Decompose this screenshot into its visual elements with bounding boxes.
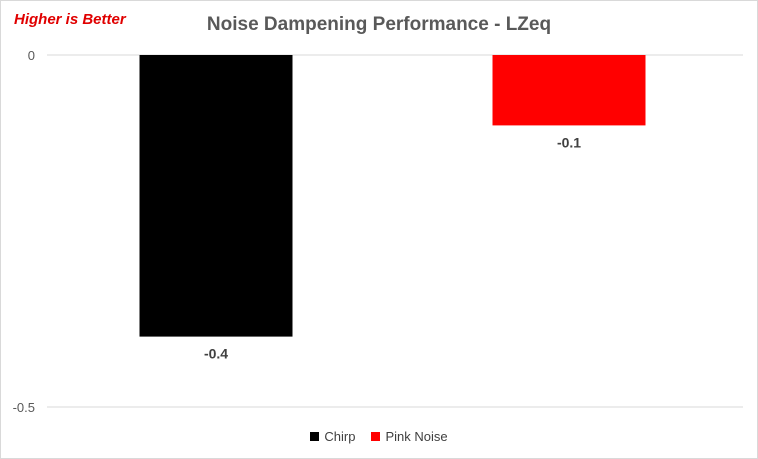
bar-pink-noise — [492, 55, 646, 126]
legend-item: Pink Noise — [371, 429, 448, 444]
y-tick-label: 0 — [28, 48, 35, 63]
y-tick-label: -0.5 — [13, 400, 35, 415]
data-label: -0.4 — [204, 346, 228, 362]
chart-title: Noise Dampening Performance - LZeq — [206, 14, 552, 35]
chart-legend: Chirp Pink Noise — [1, 429, 757, 444]
higher-is-better-note: Higher is Better — [14, 11, 126, 28]
legend-item: Chirp — [310, 429, 355, 444]
legend-swatch — [371, 432, 381, 441]
legend-swatch — [310, 432, 320, 441]
legend-label: Pink Noise — [385, 429, 448, 444]
bar-chirp — [139, 55, 293, 337]
legend-label: Chirp — [324, 429, 356, 444]
data-label: -0.1 — [557, 134, 581, 150]
